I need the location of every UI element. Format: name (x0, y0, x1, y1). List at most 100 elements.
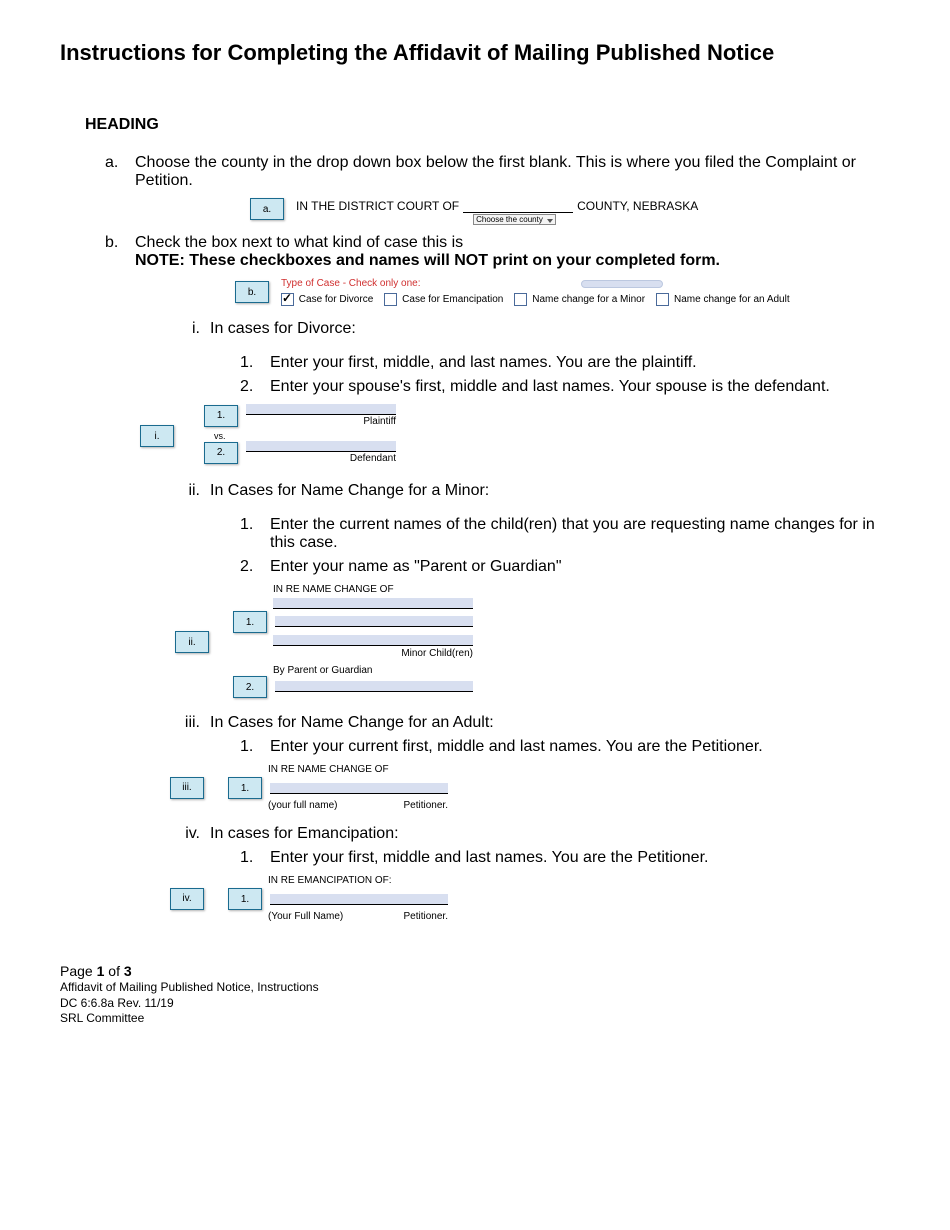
figure-a-content: IN THE DISTRICT COURT OF Choose the coun… (296, 198, 698, 213)
opt-divorce: Case for Divorce (299, 294, 373, 305)
bpg-label: By Parent or Guardian (273, 665, 473, 676)
fig-iii-under2: Petitioner. (404, 800, 448, 811)
item-ii: ii. In Cases for Name Change for a Minor… (170, 482, 890, 500)
item-i: i. In cases for Divorce: (170, 320, 890, 338)
county-dropdown[interactable]: Choose the county (473, 214, 556, 225)
marker-i-2: 2. (240, 378, 270, 396)
figure-b: b. Type of Case - Check only one: Case f… (235, 278, 890, 306)
item-iii: iii. In Cases for Name Change for an Adu… (170, 714, 890, 732)
callout-iv-1: 1. (228, 888, 262, 910)
plaintiff-label: Plaintiff (246, 416, 396, 427)
minor-line-3[interactable] (273, 635, 473, 646)
checkbox-adult[interactable] (656, 293, 669, 306)
item-iii-1: 1. Enter your current first, middle and … (240, 738, 890, 756)
marker-iii-1: 1. (240, 738, 270, 756)
item-a: a. Choose the county in the drop down bo… (105, 154, 890, 190)
section-heading: HEADING (85, 116, 890, 134)
marker-ii-2: 2. (240, 558, 270, 576)
item-i-title: In cases for Divorce: (210, 320, 890, 338)
footer-page: Page 1 of 3 (60, 962, 890, 980)
fig-iv-under2: Petitioner. (404, 911, 448, 922)
item-b: b. Check the box next to what kind of ca… (105, 234, 890, 270)
figure-i-content: 1. Plaintiff vs. 2. Defendant (204, 404, 396, 468)
item-ii-1-text: Enter the current names of the child(ren… (270, 516, 890, 552)
callout-ii-2: 2. (233, 676, 267, 698)
marker-ii: ii. (170, 482, 210, 500)
fig-iv-under1: (Your Full Name) (268, 911, 343, 922)
checkbox-emancipation[interactable] (384, 293, 397, 306)
figure-ii-content: IN RE NAME CHANGE OF 1. Minor Child(ren)… (233, 584, 473, 700)
callout-iii-1: 1. (228, 777, 262, 799)
fig-iii-under1: (your full name) (268, 800, 337, 811)
item-iii-1-text: Enter your current first, middle and las… (270, 738, 890, 756)
item-ii-2: 2. Enter your name as "Parent or Guardia… (240, 558, 890, 576)
checkbox-minor[interactable] (514, 293, 527, 306)
callout-i: i. (140, 425, 174, 447)
fig-b-title: Type of Case - Check only one: (281, 278, 421, 289)
footer-l2: Affidavit of Mailing Published Notice, I… (60, 980, 890, 996)
adult-name-field[interactable] (270, 783, 448, 794)
marker-i: i. (170, 320, 210, 338)
item-i-2: 2. Enter your spouse's first, middle and… (240, 378, 890, 396)
item-iv: iv. In cases for Emancipation: (170, 825, 890, 843)
plaintiff-field[interactable] (246, 404, 396, 415)
item-iv-1: 1. Enter your first, middle and last nam… (240, 849, 890, 867)
defendant-field[interactable] (246, 441, 396, 452)
defendant-label: Defendant (246, 453, 396, 464)
opt-emancipation: Case for Emancipation (402, 294, 503, 305)
callout-iv: iv. (170, 888, 204, 910)
item-i-1-text: Enter your first, middle, and last names… (270, 354, 890, 372)
figure-iv-content: IN RE EMANCIPATION OF: 1. (Your Full Nam… (228, 875, 448, 922)
callout-i-1: 1. (204, 405, 238, 427)
minor-label: Minor Child(ren) (233, 648, 473, 659)
marker-a: a. (105, 154, 135, 172)
callout-ii-1: 1. (233, 611, 267, 633)
minor-line-2[interactable] (275, 616, 473, 627)
item-iii-title: In Cases for Name Change for an Adult: (210, 714, 890, 732)
marker-i-1: 1. (240, 354, 270, 372)
guardian-line[interactable] (275, 681, 473, 692)
county-blank: Choose the county (463, 198, 573, 213)
emancipation-name-field[interactable] (270, 894, 448, 905)
footer-l4: SRL Committee (60, 1011, 890, 1027)
item-iv-1-text: Enter your first, middle and last names.… (270, 849, 890, 867)
item-a-text: Choose the county in the drop down box b… (135, 154, 890, 190)
opt-minor: Name change for a Minor (532, 294, 645, 305)
item-i-1: 1. Enter your first, middle, and last na… (240, 354, 890, 372)
footer-l3: DC 6:6.8a Rev. 11/19 (60, 996, 890, 1012)
marker-ii-1: 1. (240, 516, 270, 534)
vs-label: vs. (214, 431, 396, 441)
callout-b: b. (235, 281, 269, 303)
marker-iv-1: 1. (240, 849, 270, 867)
marker-b: b. (105, 234, 135, 252)
figure-i: i. 1. Plaintiff vs. 2. Defendant (140, 404, 890, 468)
marker-iii: iii. (170, 714, 210, 732)
callout-i-2: 2. (204, 442, 238, 464)
checkbox-divorce[interactable] (281, 293, 294, 306)
opt-adult: Name change for an Adult (674, 294, 790, 305)
item-b-text: Check the box next to what kind of case … (135, 234, 890, 252)
callout-a: a. (250, 198, 284, 220)
item-b-note: NOTE: These checkboxes and names will NO… (135, 252, 890, 270)
item-i-2-text: Enter your spouse's first, middle and la… (270, 378, 890, 396)
minor-line-1[interactable] (273, 598, 473, 609)
item-ii-title: In Cases for Name Change for a Minor: (210, 482, 890, 500)
fig-iv-title: IN RE EMANCIPATION OF: (228, 875, 448, 886)
marker-iv: iv. (170, 825, 210, 843)
page-footer: Page 1 of 3 Affidavit of Mailing Publish… (60, 962, 890, 1027)
figure-iii-content: IN RE NAME CHANGE OF 1. (your full name)… (228, 764, 448, 811)
decorative-bubble (581, 280, 663, 288)
figure-iv: iv. IN RE EMANCIPATION OF: 1. (Your Full… (170, 875, 890, 922)
figure-a: a. IN THE DISTRICT COURT OF Choose the c… (250, 198, 890, 220)
item-ii-2-text: Enter your name as "Parent or Guardian" (270, 558, 890, 576)
figure-ii: ii. IN RE NAME CHANGE OF 1. Minor Child(… (175, 584, 890, 700)
fig-ii-title: IN RE NAME CHANGE OF (233, 584, 473, 595)
item-iv-title: In cases for Emancipation: (210, 825, 890, 843)
callout-ii: ii. (175, 631, 209, 653)
fig-a-suffix: COUNTY, NEBRASKA (577, 199, 698, 213)
figure-iii: iii. IN RE NAME CHANGE OF 1. (your full … (170, 764, 890, 811)
fig-a-prefix: IN THE DISTRICT COURT OF (296, 199, 459, 213)
item-ii-1: 1. Enter the current names of the child(… (240, 516, 890, 552)
callout-iii: iii. (170, 777, 204, 799)
fig-iii-title: IN RE NAME CHANGE OF (228, 764, 448, 775)
